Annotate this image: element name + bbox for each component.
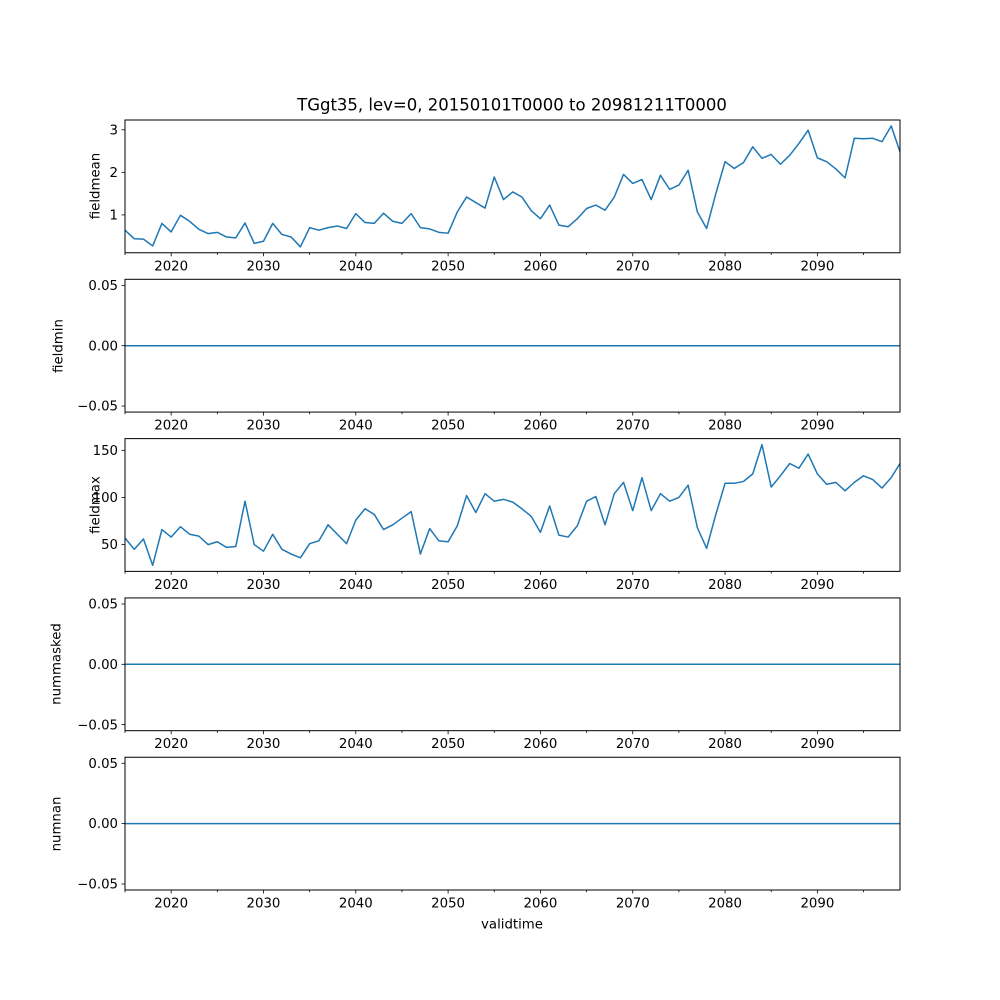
y-tick-label: 3: [110, 123, 118, 138]
ylabel-fieldmax: fieldmax: [88, 476, 104, 534]
x-tick-label: 2060: [524, 737, 558, 752]
y-tick-label: 0.00: [88, 339, 118, 354]
x-tick-label: 2080: [708, 897, 742, 912]
ylabel-numnan: numnan: [49, 796, 65, 852]
x-tick-label: 2050: [431, 259, 465, 274]
x-tick-label: 2050: [431, 897, 465, 912]
ylabel-fieldmean: fieldmean: [88, 152, 104, 220]
x-tick-label: 2080: [708, 419, 742, 434]
subplot-fieldmin: 2020 2030 2040 2050 2060 2070 2080 2090 0.05 0.00…: [77, 278, 901, 434]
x-tick-label: 2090: [800, 578, 834, 593]
x-tick-label: 2020: [154, 259, 188, 274]
axes-frame: [124, 119, 901, 254]
x-tick-label: 2090: [800, 737, 834, 752]
y-tick-label: 150: [93, 444, 118, 459]
x-tick-label: 2040: [339, 259, 373, 274]
x-tick-label: 2020: [154, 897, 188, 912]
subplot-nummasked: 2020 2030 2040 2050 2060 2070 2080 2090 0.05 0.00…: [77, 597, 901, 752]
x-tick-label: 2030: [247, 419, 281, 434]
y-tick-label: −0.05: [77, 400, 118, 415]
y-tick-label: −0.05: [77, 718, 118, 733]
axes-frame: [124, 597, 901, 732]
y-tick-label: 0.00: [88, 658, 118, 673]
y-tick-label: 2: [110, 166, 118, 181]
ylabel-nummasked: nummasked: [49, 623, 65, 705]
x-tick-label: 2070: [616, 737, 650, 752]
y-tick-label: 50: [101, 538, 118, 553]
axes-frame: [124, 438, 901, 572]
x-tick-label: 2030: [247, 737, 281, 752]
data-line-fieldmean: [124, 125, 901, 248]
subplot-fieldmean: 2020 2030 2040 2050 2060 2070 2080 2090 1 2 3: [110, 119, 901, 274]
y-tick-label: 0.05: [88, 757, 118, 772]
x-tick-label: 2070: [616, 419, 650, 434]
ylabel-fieldmin: fieldmin: [51, 319, 67, 373]
x-tick-label: 2050: [431, 737, 465, 752]
x-tick-label: 2060: [524, 897, 558, 912]
x-tick-label: 2030: [247, 578, 281, 593]
x-tick-label: 2030: [247, 259, 281, 274]
x-tick-label: 2070: [616, 259, 650, 274]
y-tick-label: 1: [110, 208, 118, 223]
x-tick-label: 2080: [708, 737, 742, 752]
x-tick-label: 2040: [339, 737, 373, 752]
data-line-fieldmax: [124, 443, 901, 567]
y-tick-label: 0.05: [88, 598, 118, 613]
x-tick-label: 2040: [339, 578, 373, 593]
x-tick-label: 2050: [431, 578, 465, 593]
x-tick-label: 2060: [524, 419, 558, 434]
x-tick-label: 2020: [154, 419, 188, 434]
x-tick-label: 2070: [616, 578, 650, 593]
y-tick-label: 0.00: [88, 817, 118, 832]
x-tick-label: 2040: [339, 419, 373, 434]
x-tick-label: 2070: [616, 897, 650, 912]
x-tick-label: 2090: [800, 419, 834, 434]
axes-frame: [124, 756, 901, 891]
y-tick-label: 0.05: [88, 279, 118, 294]
subplot-numnan: 2020 2030 2040 2050 2060 2070 2080 2090 0.05 0.00…: [77, 756, 901, 912]
x-tick-label: 2050: [431, 419, 465, 434]
subplot-fieldmax: 2020 2030 2040 2050 2060 2070 2080 2090 50 100 150: [93, 438, 901, 593]
x-tick-label: 2080: [708, 578, 742, 593]
x-tick-label: 2090: [800, 259, 834, 274]
x-tick-label: 2080: [708, 259, 742, 274]
x-tick-label: 2020: [154, 737, 188, 752]
x-tick-label: 2030: [247, 897, 281, 912]
y-tick-label: −0.05: [77, 878, 118, 893]
figure-title: TGgt35, lev=0, 20150101T0000 to 20981211…: [297, 95, 727, 115]
axes-frame: [124, 278, 901, 413]
x-axis-label: validtime: [481, 917, 543, 933]
y-tick-label: 100: [93, 491, 118, 506]
x-tick-label: 2090: [800, 897, 834, 912]
x-tick-label: 2040: [339, 897, 373, 912]
x-tick-label: 2060: [524, 578, 558, 593]
x-tick-label: 2020: [154, 578, 188, 593]
x-tick-label: 2060: [524, 259, 558, 274]
